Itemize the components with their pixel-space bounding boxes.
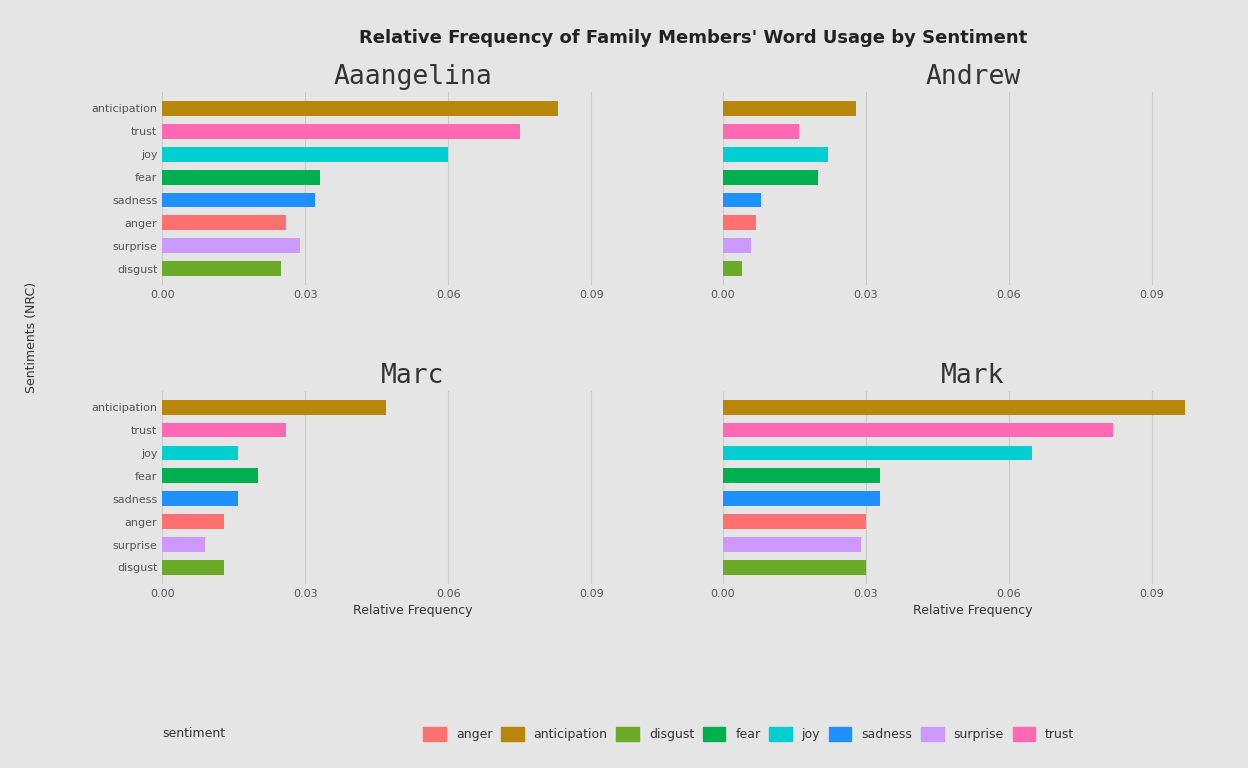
- Text: sentiment: sentiment: [162, 727, 225, 740]
- Bar: [162, 216, 286, 230]
- Bar: [723, 468, 880, 483]
- Bar: [162, 422, 286, 438]
- Bar: [723, 537, 861, 552]
- Bar: [162, 124, 519, 139]
- Text: Relative Frequency of Family Members' Word Usage by Sentiment: Relative Frequency of Family Members' Wo…: [358, 29, 1027, 48]
- Bar: [162, 537, 205, 552]
- Legend: anger, anticipation, disgust, fear, joy, sadness, surprise, trust: anger, anticipation, disgust, fear, joy,…: [418, 723, 1080, 746]
- Bar: [723, 445, 1032, 460]
- Bar: [162, 238, 301, 253]
- Bar: [723, 422, 1113, 438]
- Bar: [162, 101, 558, 116]
- Bar: [723, 170, 817, 184]
- Bar: [723, 193, 761, 207]
- Bar: [723, 261, 741, 276]
- Bar: [162, 560, 225, 575]
- Bar: [162, 515, 225, 529]
- Title: Andrew: Andrew: [925, 64, 1021, 90]
- Bar: [723, 216, 756, 230]
- Bar: [723, 238, 751, 253]
- Bar: [162, 147, 448, 161]
- Bar: [723, 147, 827, 161]
- Bar: [723, 124, 799, 139]
- Bar: [162, 445, 238, 460]
- Bar: [723, 101, 856, 116]
- X-axis label: Relative Frequency: Relative Frequency: [353, 604, 472, 617]
- Bar: [162, 492, 238, 506]
- X-axis label: Relative Frequency: Relative Frequency: [914, 604, 1032, 617]
- Bar: [162, 468, 257, 483]
- Title: Mark: Mark: [941, 362, 1005, 389]
- Title: Marc: Marc: [381, 362, 444, 389]
- Bar: [162, 193, 314, 207]
- Bar: [723, 515, 866, 529]
- Bar: [723, 560, 866, 575]
- Bar: [723, 492, 880, 506]
- Title: Aaangelina: Aaangelina: [333, 64, 492, 90]
- Bar: [162, 170, 319, 184]
- Bar: [162, 399, 386, 415]
- Text: Sentiments (NRC): Sentiments (NRC): [25, 283, 37, 393]
- Bar: [162, 261, 281, 276]
- Bar: [723, 399, 1184, 415]
